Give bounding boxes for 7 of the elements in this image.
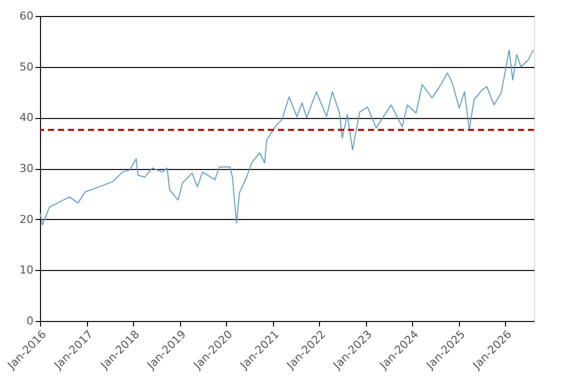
y-tick-label: 30 [20, 162, 34, 175]
y-tick-label: 0 [26, 314, 34, 328]
y-tick-label: 40 [20, 111, 34, 124]
y-tick-label: 60 [20, 10, 34, 22]
y-tick-label: 20 [20, 212, 34, 226]
y-tick-label: 50 [20, 60, 34, 74]
y-tick-label: 10 [20, 264, 34, 277]
